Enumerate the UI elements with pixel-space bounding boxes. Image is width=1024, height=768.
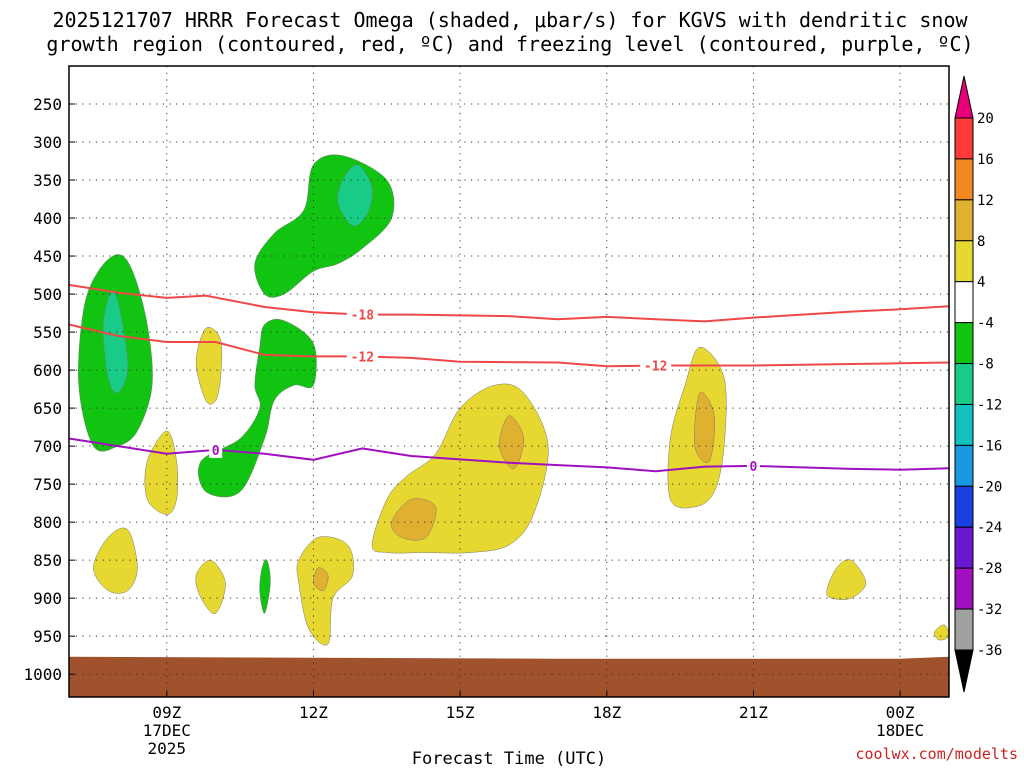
colorbar-swatch-12 — [954, 608, 974, 651]
credit-text: coolwx.com/modelts — [855, 745, 1018, 763]
x-tick-label-21Z: 21Z — [739, 703, 768, 722]
omega-region-4 — [198, 319, 317, 498]
y-tick-label-750: 750 — [33, 475, 62, 494]
y-tick-label-350: 350 — [33, 171, 62, 190]
chart-title-line-1: 2025121707 HRRR Forecast Omega (shaded, … — [52, 8, 968, 32]
colorbar-label-6: -8 — [977, 357, 994, 373]
colorbar-label-12: -32 — [977, 602, 1002, 618]
y-tick-label-500: 500 — [33, 285, 62, 304]
colorbar-swatch-2 — [954, 199, 974, 242]
colorbar-label-2: 12 — [977, 193, 994, 209]
omega-region-9 — [195, 559, 226, 614]
omega-region-15 — [391, 498, 437, 541]
plot-area — [69, 154, 949, 697]
x-tick-date-09Z: 17DEC — [143, 721, 191, 740]
y-tick-label-950: 950 — [33, 627, 62, 646]
colorbar-label-4: 4 — [977, 275, 985, 291]
omega-region-5 — [259, 559, 271, 614]
plot-frame — [68, 65, 950, 698]
y-tick-label-400: 400 — [33, 209, 62, 228]
y-tick-label-800: 800 — [33, 513, 62, 532]
colorbar-swatch-5 — [954, 322, 974, 365]
omega-region-8 — [93, 527, 138, 594]
colorbar-swatch-9 — [954, 485, 974, 528]
colorbar-label-1: 16 — [977, 152, 994, 168]
omega-region-14 — [933, 624, 949, 641]
x-tick-label-18Z: 18Z — [592, 703, 621, 722]
y-tick-label-600: 600 — [33, 361, 62, 380]
colorbar-swatch-4 — [954, 281, 974, 324]
y-tick-label-1000: 1000 — [23, 665, 62, 684]
colorbar-label-10: -24 — [977, 520, 1002, 536]
ground-surface — [69, 656, 949, 697]
colorbar-label-8: -16 — [977, 438, 1002, 454]
chart-title-line-2: growth region (contoured, red, ºC) and f… — [46, 32, 973, 56]
contour-label-bg-dgz_minus12-1 — [640, 357, 672, 374]
y-tick-label-250: 250 — [33, 95, 62, 114]
x-tick-label-00Z: 00Z — [886, 703, 915, 722]
contour-label-dgz_minus18-0: -18 — [351, 309, 375, 324]
contour-label-bg-dgz_minus18-0 — [346, 306, 378, 323]
colorbar-swatch-10 — [954, 526, 974, 569]
y-tick-label-900: 900 — [33, 589, 62, 608]
colorbar: 20 16 12 8 4 -4 -8 -12 -16 -20 -24 -28 -32 -36 — [954, 75, 1002, 693]
omega-region-7 — [144, 430, 179, 515]
omega-region-6 — [195, 327, 223, 405]
contour-label-bg-freezing_level-0 — [209, 441, 223, 458]
colorbar-label-11: -28 — [977, 561, 1002, 577]
colorbar-label-9: -20 — [977, 479, 1002, 495]
colorbar-label-13: -36 — [977, 643, 1002, 659]
colorbar-label-3: 8 — [977, 234, 985, 250]
x-axis-label: Forecast Time (UTC) — [412, 749, 606, 768]
contour-label-freezing_level-0: 0 — [212, 444, 220, 459]
colorbar-swatch-11 — [954, 567, 974, 610]
colorbar-swatch-3 — [954, 240, 974, 283]
colorbar-swatch-0 — [954, 117, 974, 160]
y-tick-label-650: 650 — [33, 399, 62, 418]
y-tick-label-300: 300 — [33, 133, 62, 152]
y-tick-label-450: 450 — [33, 247, 62, 266]
contour-lines: -18 -12 -12 0 0 — [68, 283, 950, 475]
contour-label-bg-dgz_minus12-0 — [346, 348, 378, 365]
x-tick-label-15Z: 15Z — [446, 703, 475, 722]
colorbar-swatch-8 — [954, 444, 974, 487]
contour-label-bg-freezing_level-1 — [746, 457, 760, 474]
omega-region-1 — [102, 290, 129, 394]
contour-label-dgz_minus12-0: -12 — [351, 350, 374, 365]
grid-lines — [69, 66, 949, 697]
omega-region-10 — [296, 536, 354, 646]
omega-region-17 — [694, 391, 715, 463]
colorbar-swatch-1 — [954, 158, 974, 201]
x-tick-label-09Z: 09Z — [152, 703, 181, 722]
x-tick-date-00Z: 18DEC — [876, 721, 924, 740]
y-tick-label-550: 550 — [33, 323, 62, 342]
contour-dgz_minus18 — [68, 283, 950, 323]
y-tick-label-850: 850 — [33, 551, 62, 570]
omega-region-3 — [337, 164, 373, 227]
colorbar-bottom-arrow — [954, 649, 974, 693]
colorbar-label-7: -12 — [977, 397, 1002, 413]
y-tick-label-700: 700 — [33, 437, 62, 456]
omega-region-18 — [313, 567, 329, 592]
colorbar-label-0: 20 — [977, 111, 994, 127]
omega-region-16 — [498, 415, 524, 470]
y-axis-tick-labels: 250 300 350 400 450 500 550 600 650 700 750 800 850 9… — [23, 95, 75, 684]
contour-label-dgz_minus12-1: -12 — [644, 360, 667, 375]
contour-freezing_level — [68, 437, 950, 473]
contour-dgz_minus12 — [68, 323, 950, 368]
omega-region-2 — [254, 154, 395, 298]
colorbar-top-arrow — [954, 75, 974, 119]
colorbar-label-5: -4 — [977, 316, 994, 332]
contour-label-freezing_level-1: 0 — [750, 460, 758, 475]
x-tick-year-09Z: 2025 — [148, 739, 187, 758]
x-tick-label-12Z: 12Z — [299, 703, 328, 722]
omega-region-13 — [826, 559, 867, 600]
colorbar-swatch-6 — [954, 363, 974, 405]
colorbar-swatch-7 — [954, 403, 974, 446]
